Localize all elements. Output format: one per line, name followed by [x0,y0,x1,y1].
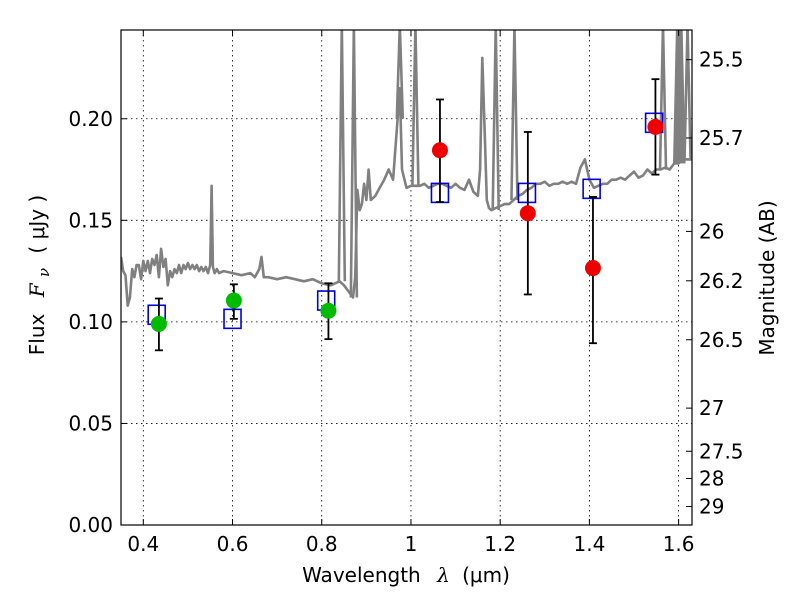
model-photometry-marker [582,178,601,200]
emission-line [395,30,405,119]
observed-point [431,142,448,159]
y-tick-label: 0.20 [68,107,113,131]
emission-line [510,30,519,201]
observed-point [225,292,242,309]
y-tick-label: 0.10 [68,310,113,334]
emission-line [658,30,668,170]
x-tick-label: 1.4 [573,532,605,556]
observed-point [150,315,167,332]
model-spectrum-line [121,56,692,307]
x-axis-label-text: Wavelength [302,563,421,587]
emission-line [675,30,684,164]
right-tick-label: 26.2 [699,269,744,293]
y-tick-label: 0.00 [68,513,113,537]
right-tick-label: 26.5 [699,328,744,352]
observed-point [320,302,337,319]
emission-line [349,30,359,298]
right-tick-label: 26 [699,219,724,243]
right-tick-label: 27.5 [699,439,744,463]
observed-point [647,118,664,135]
plot-frame [120,29,693,526]
ticks [121,30,692,526]
y-axis-label-symbol: F [25,282,49,298]
right-tick-label: 25.5 [699,48,744,72]
y-axis-label: Flux F ν ( μJy ) [25,195,54,355]
y-axis-label-unit: ( μJy ) [25,195,49,254]
x-tick-label: 1.2 [484,532,516,556]
x-axis-label: Wavelength λ (μm) [302,563,510,587]
x-tick-label: 1.6 [663,532,695,556]
right-tick-label: 28 [699,466,724,490]
emission-line [491,30,501,211]
model-photometry-marker [223,308,242,330]
y-axis-label-subscript: ν [35,268,53,277]
right-tick-label: 27 [699,396,724,420]
x-tick-labels: 0.4 0.6 0.8 1 1.2 1.4 1.6 [127,532,694,556]
grid [121,30,692,526]
observed-point [519,205,536,222]
emission-line [337,30,347,282]
observed-point [584,260,601,277]
y-tick-label: 0.05 [68,411,113,435]
x-tick-label: 0.4 [127,532,159,556]
y-tick-label: 0.15 [68,208,113,232]
right-axis-label: Magnitude (AB) [755,200,779,355]
right-tick-label: 25.7 [699,126,744,150]
right-tick-labels: 25.5 25.7 26 26.2 26.5 27 27.5 28 29 [699,48,744,519]
emission-line [411,30,420,186]
emission-line [683,30,692,160]
x-tick-label: 1 [405,532,418,556]
right-tick-label: 29 [699,494,724,518]
y-tick-labels: 0.00 0.05 0.10 0.15 0.20 [68,107,113,537]
x-axis-label-unit: (μm) [462,563,510,587]
plot-area [121,30,692,352]
x-tick-label: 0.8 [306,532,338,556]
y-axis-label-text: Flux [25,313,49,355]
emission-line [676,30,686,164]
x-tick-label: 0.6 [217,532,249,556]
x-axis-label-symbol: λ [436,563,450,587]
